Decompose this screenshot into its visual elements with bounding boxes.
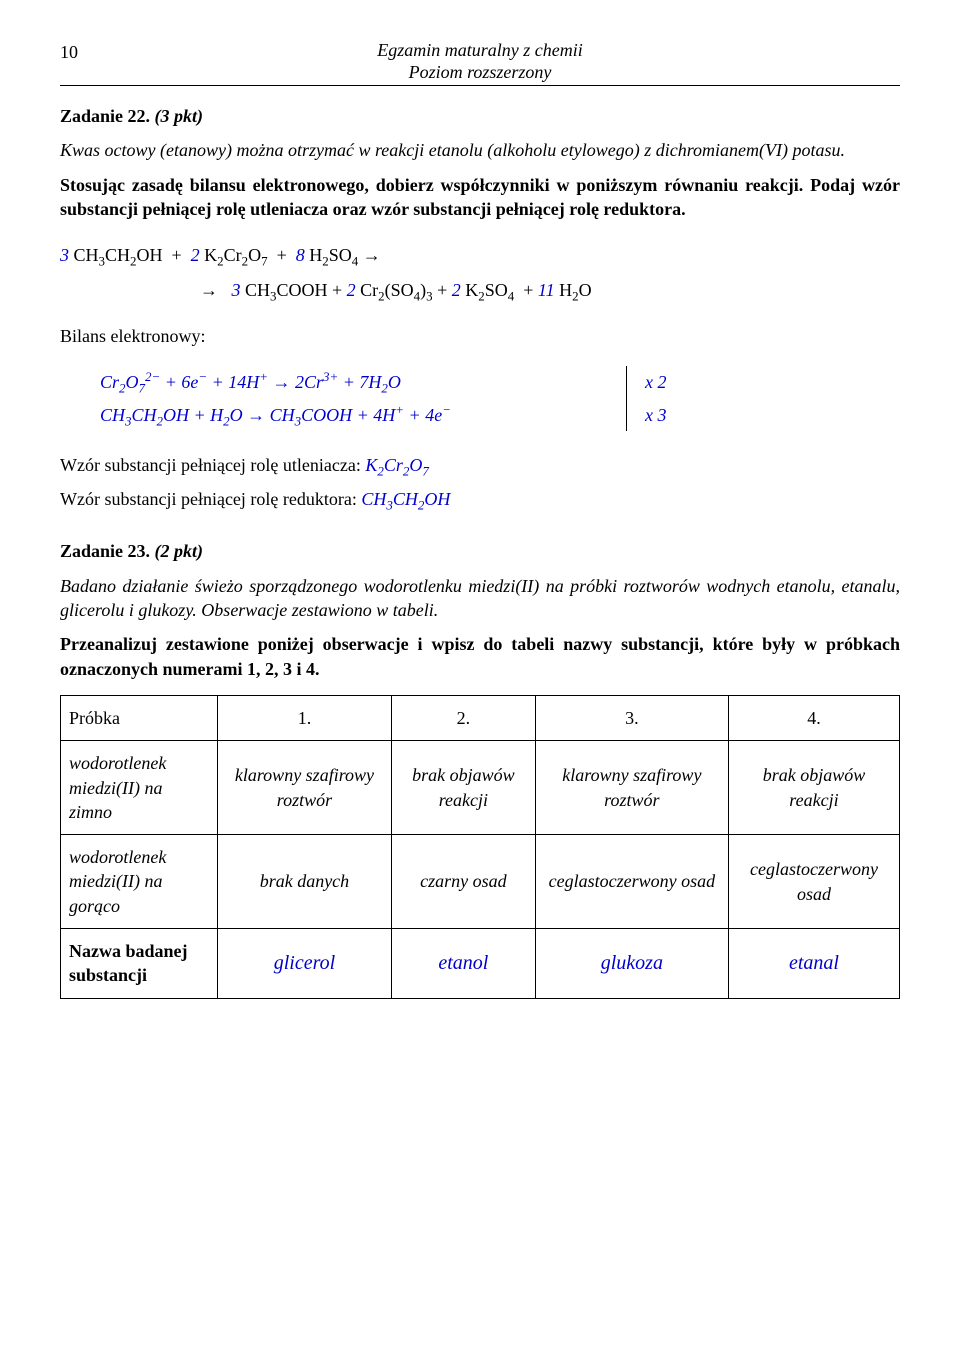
coef-c: 8 [296,245,305,265]
row1-c3: klarowny szafirowy roztwór [535,741,728,835]
observations-table: Próbka 1. 2. 3. 4. wodorotlenek miedzi(I… [60,695,900,999]
header-line1: Egzamin maturalny z chemii [377,40,582,60]
red-p1: CH [361,489,386,509]
reduktor-label: Wzór substancji pełniącej rolę reduktora… [60,489,361,509]
row3-c4: etanal [728,929,899,999]
utleniacz-answer: K2Cr2O7 [365,455,428,475]
header-title: Egzamin maturalny z chemii Poziom rozsze… [100,40,860,83]
reduktor-line: Wzór substancji pełniącej rolę reduktora… [60,487,900,511]
coef-f: 2 [452,280,461,300]
utleniacz-line: Wzór substancji pełniącej rolę utleniacz… [60,453,900,477]
utl-s3: 7 [422,463,428,478]
row2-c1: brak danych [218,835,392,929]
bilans-eq-2: CH3CH2OH + H2O → CH3COOH + 4H+ + 4e− [100,399,620,431]
row1-c2: brak objawów reakcji [391,741,535,835]
table-row-hot: wodorotlenek miedzi(II) na gorąco brak d… [61,835,900,929]
header-line2: Poziom rozszerzony [409,62,552,82]
bilans-x1: x 2 [645,370,725,394]
row2-c3: ceglastoczerwony osad [535,835,728,929]
species-ch3ch2oh: CH3CH2OH + [74,245,191,265]
utl-p2: Cr [384,455,403,475]
row2-c4: ceglastoczerwony osad [728,835,899,929]
species-h2o: H2O [559,280,591,300]
task22-equation-lhs: 3 CH3CH2OH + 2 K2Cr2O7 + 8 H2SO4 → [60,243,900,267]
species-ch3cooh: CH3COOH + [245,280,347,300]
row1-label: wodorotlenek miedzi(II) na zimno [61,741,218,835]
table-row-answers: Nazwa badanej substancji glicerol etanol… [61,929,900,999]
row1-c1: klarowny szafirowy roztwór [218,741,392,835]
task22-intro: Kwas octowy (etanowy) można otrzymać w r… [60,138,900,162]
row3-label: Nazwa badanej substancji [61,929,218,999]
page-header: 10 Egzamin maturalny z chemii Poziom roz… [60,40,900,86]
row3-c2: etanol [391,929,535,999]
coef-e: 2 [347,280,356,300]
task23-heading: Zadanie 23. (2 pkt) [60,539,900,563]
row2-label: wodorotlenek miedzi(II) na gorąco [61,835,218,929]
task-23: Zadanie 23. (2 pkt) Badano działanie świ… [60,539,900,998]
species-k2cr2o7: K2Cr2O7 + [204,245,296,265]
page-number: 10 [60,40,100,64]
red-p3: OH [424,489,450,509]
col-4: 4. [728,695,899,740]
task22-points: (3 pkt) [155,106,204,126]
coef-a: 3 [60,245,69,265]
task23-points: (2 pkt) [155,541,204,561]
utl-p1: K [365,455,377,475]
task22-heading: Zadanie 22. (3 pkt) [60,104,900,128]
coef-g: 11 [538,280,555,300]
coef-b: 2 [191,245,200,265]
task23-title: Zadanie 23. [60,541,150,561]
bilans-row-2: CH3CH2OH + H2O → CH3COOH + 4H+ + 4e− [100,399,620,431]
row1-c4: brak objawów reakcji [728,741,899,835]
task23-intro: Badano działanie świeżo sporządzonego wo… [60,574,900,623]
task22-instruction: Stosując zasadę bilansu elektronowego, d… [60,173,900,222]
bilans-label: Bilans elektronowy: [60,324,900,348]
col-3: 3. [535,695,728,740]
col-1: 1. [218,695,392,740]
red-p2: CH [393,489,418,509]
bilans-eq-1: Cr2O72− + 6e− + 14H+ → 2Cr3+ + 7H2O [100,366,620,398]
species-k2so4: K2SO4 + [465,280,538,300]
bilans-x2: x 3 [645,403,725,427]
table-header-row: Próbka 1. 2. 3. 4. [61,695,900,740]
task22-equation-rhs: → 3 CH3COOH + 2 Cr2(SO4)3 + 2 K2SO4 + 11… [200,278,900,302]
species-h2so4: H2SO4 → [309,245,380,265]
task-22: Zadanie 22. (3 pkt) Kwas octowy (etanowy… [60,104,900,511]
utleniacz-label: Wzór substancji pełniącej rolę utleniacz… [60,455,365,475]
row3-c3: glukoza [535,929,728,999]
task23-instruction: Przeanalizuj zestawione poniżej obserwac… [60,632,900,681]
bilans-divider [626,366,627,431]
row3-label-text: Nazwa badanej substancji [69,941,188,985]
utl-p3: O [409,455,422,475]
species-cr2so43: Cr2(SO4)3 + [360,280,452,300]
arrow-rhs: → [200,280,227,300]
reduktor-answer: CH3CH2OH [361,489,450,509]
col-header-probka: Próbka [61,695,218,740]
row2-c2: czarny osad [391,835,535,929]
col-2: 2. [391,695,535,740]
coef-d: 3 [232,280,241,300]
row3-c1: glicerol [218,929,392,999]
task22-title: Zadanie 22. [60,106,150,126]
bilans-block: Cr2O72− + 6e− + 14H+ → 2Cr3+ + 7H2O CH3C… [100,366,900,431]
table-row-cold: wodorotlenek miedzi(II) na zimno klarown… [61,741,900,835]
bilans-row-1: Cr2O72− + 6e− + 14H+ → 2Cr3+ + 7H2O [100,366,620,398]
